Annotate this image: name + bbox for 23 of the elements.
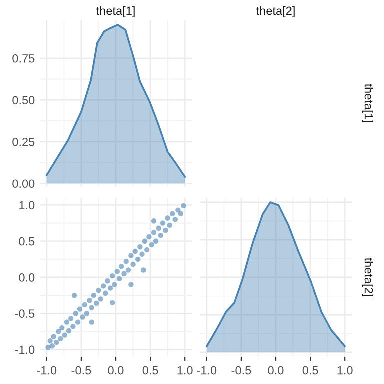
y-tick-label: 1.0 xyxy=(20,201,35,210)
x-tick-label: 0.5 xyxy=(302,366,318,375)
x-tick-label: -1.0 xyxy=(37,366,57,375)
y-tick-label: 0.5 xyxy=(19,237,35,246)
y-tick-label: 0.50 xyxy=(12,96,35,105)
x-tick-label: 0.5 xyxy=(142,366,158,375)
y-tick-label: -1.0 xyxy=(15,346,35,354)
x-tick-label: -0.5 xyxy=(72,366,92,375)
x-tick-label: 0.0 xyxy=(108,366,124,375)
y-tick-label: 0.75 xyxy=(12,54,35,63)
chart-title: theta[1] xyxy=(96,6,135,18)
x-tick-label: 1.0 xyxy=(338,366,353,375)
chart-title: theta[2] xyxy=(256,6,295,18)
x-tick-label: -0.5 xyxy=(232,366,252,375)
y-tick-label: -0.5 xyxy=(15,310,35,318)
y2-axis-title: theta[2] xyxy=(362,258,374,296)
y-tick-label: 0.0 xyxy=(19,274,35,282)
x-tick-label: -1.0 xyxy=(197,366,217,375)
x-tick-label: 1.0 xyxy=(178,366,193,375)
y-tick-label: 0.00 xyxy=(12,180,35,188)
y-tick-label: 0.25 xyxy=(12,138,35,146)
x-tick-label: 0.0 xyxy=(268,366,284,375)
y2-axis-title: theta[1] xyxy=(362,84,374,122)
